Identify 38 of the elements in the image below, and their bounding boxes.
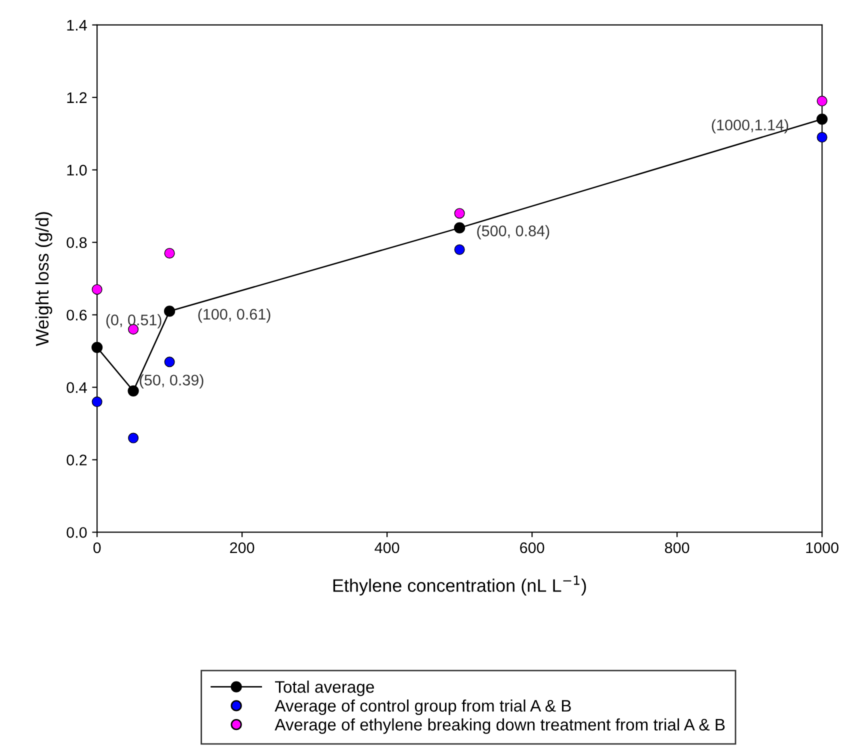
- point: [92, 342, 103, 353]
- y-tick-label: 1.2: [67, 92, 87, 103]
- x-tick-label: 800: [664, 542, 690, 554]
- point: [128, 432, 139, 444]
- y-tick-label: 0.4: [66, 382, 87, 393]
- y-tick-label: 0.6: [66, 310, 87, 321]
- point: [454, 244, 465, 255]
- annotation: (0, 0.51): [106, 314, 162, 328]
- point: [164, 356, 175, 368]
- annotation: (50, 0.39): [140, 374, 204, 389]
- x-tick-label: 200: [230, 542, 254, 554]
- x-tick-label: 1000: [806, 542, 838, 554]
- legend-label: Total average: [275, 680, 374, 696]
- legend-label: Average of control group from trial A & B: [274, 699, 571, 716]
- x-axis-title: Ethylene concentration (nL L$^{−1}$): [333, 576, 586, 596]
- point: [816, 132, 828, 143]
- y-tick-label: 0.2: [66, 454, 87, 466]
- x-tick-label: 600: [520, 542, 544, 554]
- annotation: (500, 0.84): [477, 225, 550, 240]
- y-tick-label: 0.8: [66, 237, 87, 248]
- legend-label: Average of ethylene breaking down treatment from trial A & B: [274, 718, 725, 734]
- y-tick-label: 1.4: [67, 20, 87, 30]
- point: [128, 385, 139, 396]
- annotation: (100, 0.61): [198, 308, 270, 323]
- point: [454, 208, 465, 219]
- y-tick-label: 1.0: [67, 164, 87, 176]
- annotation: (1000,1.14): [712, 119, 788, 134]
- x-tick-label: 400: [374, 542, 400, 554]
- point: [816, 114, 828, 125]
- point: [164, 248, 175, 258]
- point: [816, 96, 828, 106]
- x-tick-label: 0: [93, 542, 101, 554]
- point: [164, 306, 176, 317]
- point: [92, 396, 102, 408]
- point: [92, 284, 102, 295]
- y-axis-title: Weight loss (g/d): [35, 212, 52, 346]
- y-tick-label: 0.0: [66, 527, 87, 538]
- point: [454, 222, 466, 234]
